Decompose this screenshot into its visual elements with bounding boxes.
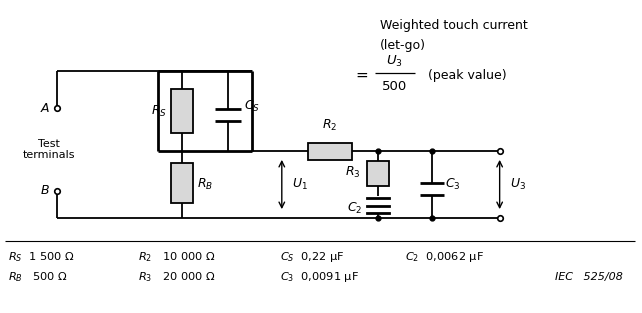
Text: Test
terminals: Test terminals bbox=[22, 139, 75, 160]
Text: $R_2$: $R_2$ bbox=[322, 118, 338, 133]
Text: $R_S$  1 500 Ω: $R_S$ 1 500 Ω bbox=[8, 250, 75, 264]
Text: $U_3$: $U_3$ bbox=[510, 177, 526, 192]
Text: $C_S$: $C_S$ bbox=[244, 99, 260, 114]
Text: $R_S$: $R_S$ bbox=[151, 104, 167, 119]
Bar bbox=[171, 163, 193, 203]
Text: $R_B$: $R_B$ bbox=[197, 177, 213, 192]
Text: Weighted touch current: Weighted touch current bbox=[379, 18, 528, 32]
Text: $C_2$: $C_2$ bbox=[347, 200, 363, 216]
Text: (peak value): (peak value) bbox=[428, 69, 507, 81]
Text: $R_3$: $R_3$ bbox=[345, 165, 361, 180]
Text: $R_B$   500 Ω: $R_B$ 500 Ω bbox=[8, 270, 68, 284]
Text: $C_S$  0,22 μF: $C_S$ 0,22 μF bbox=[280, 250, 344, 264]
Text: IEC   525/08: IEC 525/08 bbox=[555, 272, 623, 282]
Text: $R_2$   10 000 Ω: $R_2$ 10 000 Ω bbox=[138, 250, 216, 264]
Text: $U_1$: $U_1$ bbox=[292, 177, 308, 192]
Text: $U_3$: $U_3$ bbox=[386, 54, 403, 69]
Text: $C_3$  0,0091 μF: $C_3$ 0,0091 μF bbox=[280, 270, 359, 284]
Text: 500: 500 bbox=[382, 80, 407, 93]
Bar bbox=[308, 142, 352, 160]
Text: A: A bbox=[40, 101, 49, 115]
Text: =: = bbox=[356, 68, 368, 83]
Text: B: B bbox=[40, 184, 49, 198]
Text: $C_2$  0,0062 μF: $C_2$ 0,0062 μF bbox=[404, 250, 484, 264]
Text: $C_3$: $C_3$ bbox=[445, 177, 460, 192]
Bar bbox=[367, 161, 388, 186]
Text: (let-go): (let-go) bbox=[379, 38, 426, 52]
Text: $R_3$   20 000 Ω: $R_3$ 20 000 Ω bbox=[138, 270, 216, 284]
Bar bbox=[171, 89, 193, 133]
